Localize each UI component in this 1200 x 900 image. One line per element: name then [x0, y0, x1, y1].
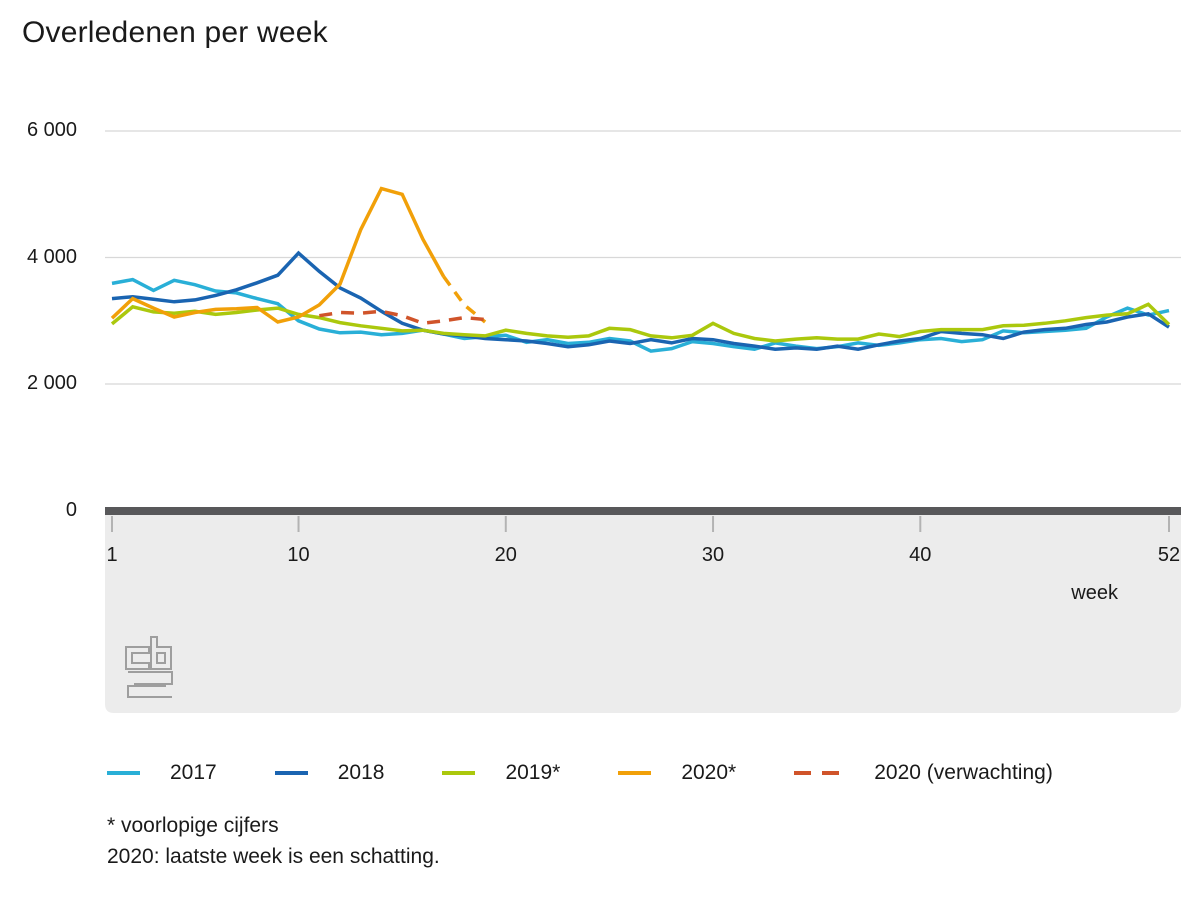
y-axis-tick-label: 4 000 [26, 245, 77, 268]
footnote-line-2: 2020: laatste week is een schatting. [107, 845, 440, 868]
cbs-logo-letter-s-bottom [127, 685, 172, 698]
x-axis-labels: 1 10 20 30 40 52 [0, 544, 1200, 570]
cbs-logo-letter-b [150, 636, 172, 670]
x-axis-tick-label: 40 [909, 544, 932, 566]
legend-label: 2020* [681, 761, 737, 784]
legend-item-2019-[interactable]: 2019* [442, 761, 560, 785]
cbs-logo-letter-s-top [128, 671, 173, 685]
x-axis-panel [105, 515, 1181, 713]
x-ticks-layer [111, 516, 1170, 532]
legend-label: 2017 [170, 761, 217, 784]
legend-swatch-line [794, 771, 845, 775]
legend-item-2020-verwachting-[interactable]: 2020 (verwachting) [794, 761, 1053, 785]
x-axis-line [105, 507, 1181, 515]
x-axis-tick-label: 20 [494, 544, 517, 566]
cbs-logo-icon [125, 636, 173, 698]
x-axis-tick-label: 30 [701, 544, 725, 566]
series-layer [110, 186, 1171, 353]
y-axis-tick-label: 2 000 [26, 372, 77, 394]
x-axis-tick-label: 10 [287, 544, 310, 566]
legend-item-2018[interactable]: 2018 [274, 761, 385, 785]
footnotes: * voorlopige cijfers 2020: laatste week … [107, 810, 440, 872]
y-axis-labels: 6 000 4 000 2 000 0 [0, 0, 77, 560]
legend-swatch-line [274, 771, 308, 775]
series-line-2018 [111, 250, 1170, 351]
x-axis-title: week [1071, 582, 1118, 604]
legend-label: 2020 (verwachting) [874, 761, 1053, 784]
legend-item-2020-[interactable]: 2020* [618, 761, 736, 785]
legend-label: 2018 [337, 761, 385, 784]
cbs-logo-letter-b-hole [156, 652, 166, 664]
x-axis-tick-label: 52 [1157, 544, 1181, 566]
legend-swatch-line [442, 771, 476, 775]
gridlines-layer [105, 130, 1181, 385]
chart-legend: 2017 2018 2019* 2020* 2020 (verwachting) [107, 761, 1053, 785]
x-axis-tick-label: 1 [106, 544, 118, 566]
cbs-logo-letter-c [125, 646, 150, 670]
series-line-2019- [110, 302, 1171, 343]
chart-title: Overledenen per week [22, 16, 328, 49]
legend-swatch-line [618, 771, 652, 775]
y-axis-tick-label: 0 [65, 498, 77, 521]
series-line-2020- [110, 186, 446, 324]
legend-item-2017[interactable]: 2017 [107, 761, 217, 785]
series-line-2020- [442, 275, 487, 324]
legend-label: 2019* [505, 761, 561, 784]
y-axis-tick-label: 6 000 [26, 119, 77, 141]
series-line-2020-verwachting- [319, 309, 486, 326]
footnote-line-1: * voorlopige cijfers [107, 814, 279, 837]
legend-swatch-line [107, 771, 140, 775]
